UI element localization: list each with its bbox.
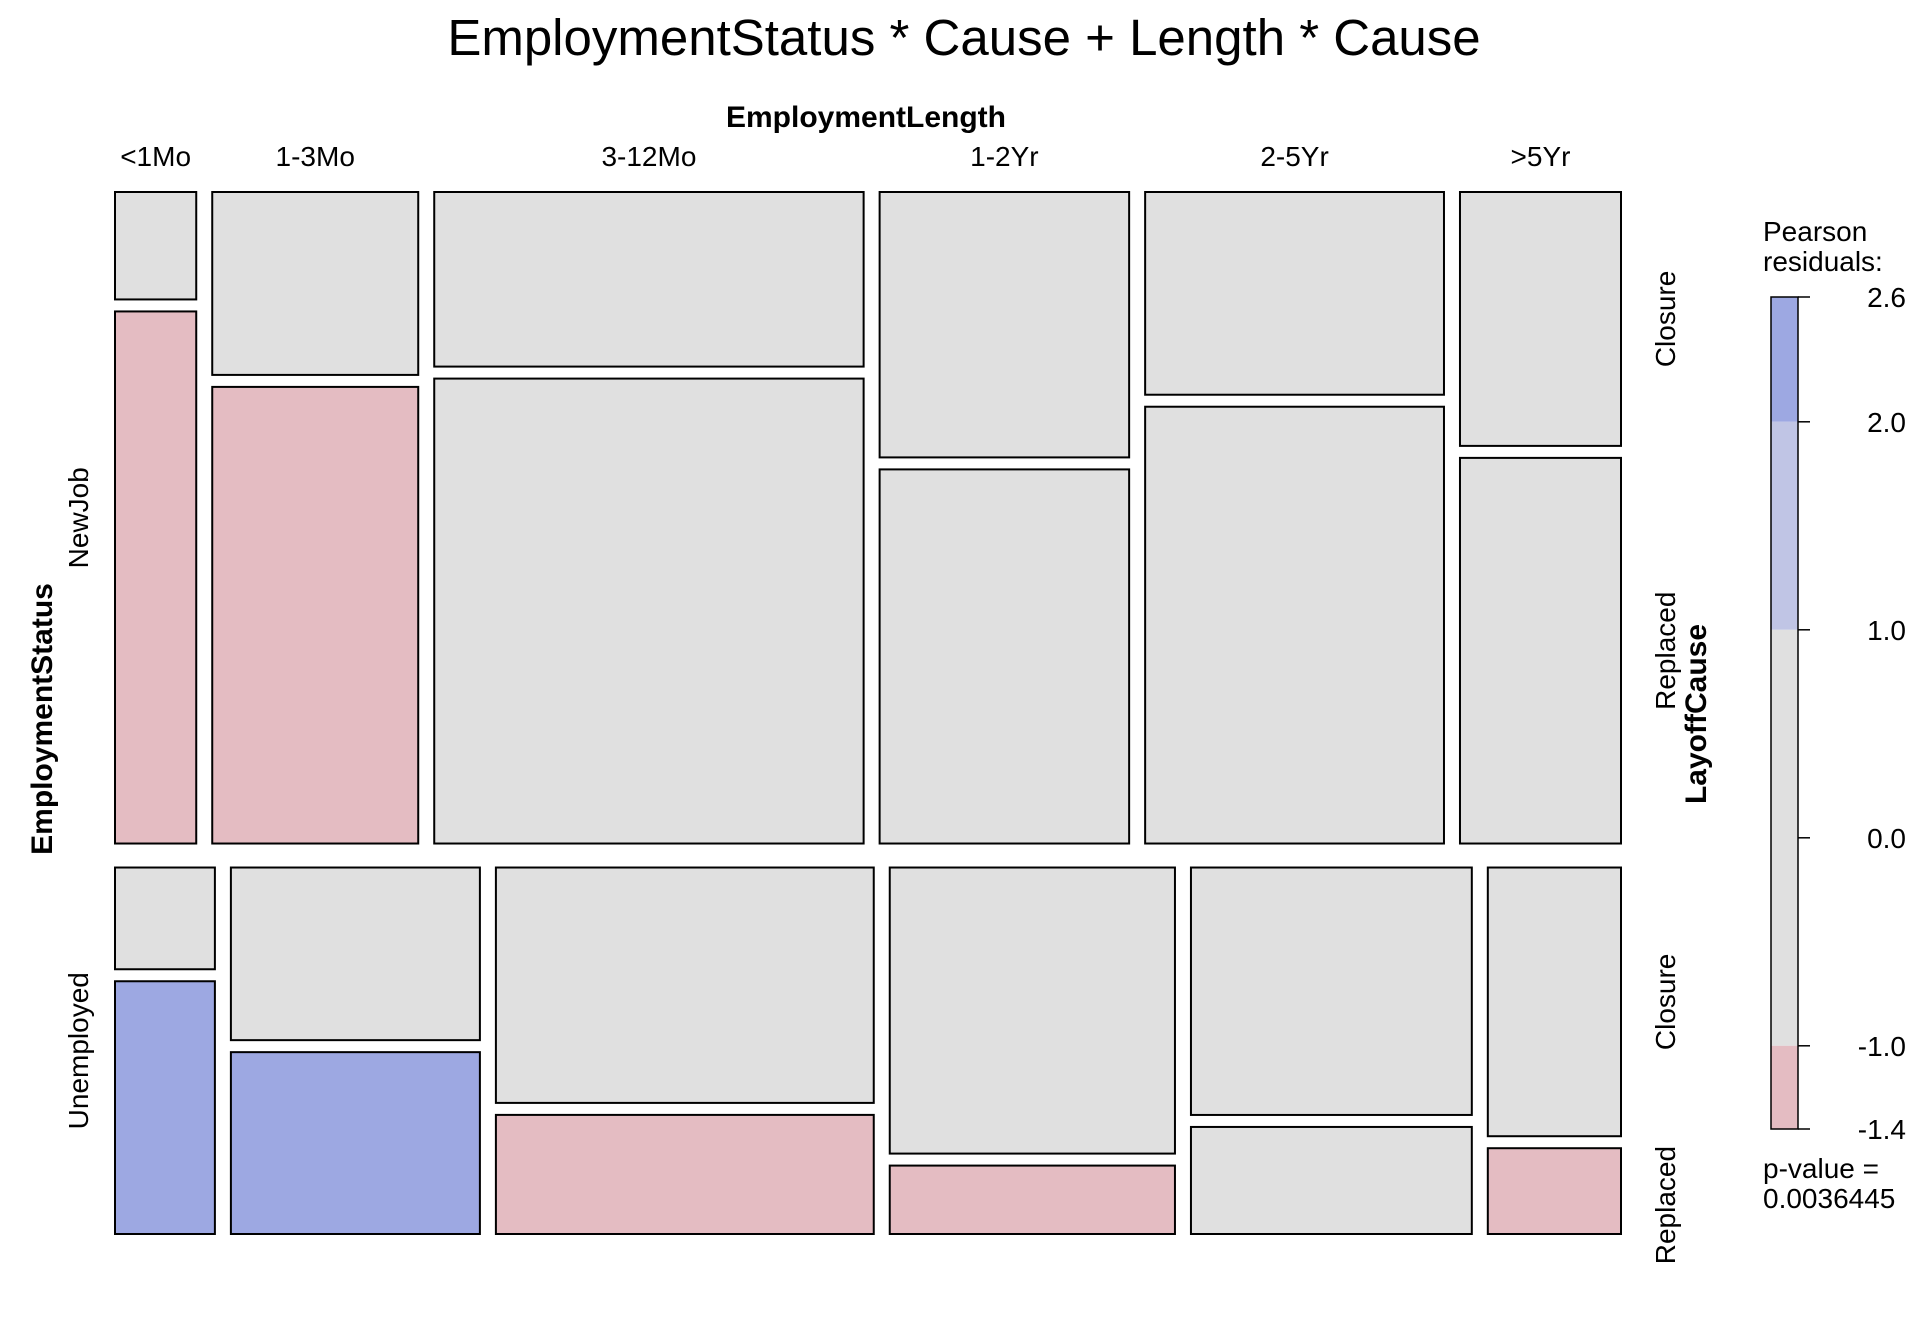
tile-newjob-3-12mo-replaced <box>433 377 865 845</box>
pvalue-line2: 0.0036445 <box>1763 1183 1895 1214</box>
tile-newjob-1mo-replaced <box>114 310 198 845</box>
column-variable-label: EmploymentLength <box>726 101 1006 134</box>
legend-tick-label: 2.6 <box>1867 282 1906 313</box>
column-label-3-12mo: 3-12Mo <box>601 141 696 172</box>
tile-unemployed-3-12mo-closure <box>494 866 875 1104</box>
column-label-1-2yr: 1-2Yr <box>970 141 1038 172</box>
row-label-newjob: NewJob <box>63 467 94 568</box>
residual-legend: Pearson residuals: 2.62.01.00.0-1.0-1.4 … <box>1763 216 1906 1214</box>
row-label-unemployed: Unemployed <box>63 972 94 1129</box>
column-label-2-5yr: 2-5Yr <box>1260 141 1328 172</box>
tile-unemployed-2-5yr-replaced <box>1189 1125 1473 1235</box>
tile-unemployed-1-3mo-replaced <box>229 1051 481 1235</box>
legend-band-4 <box>1771 1045 1798 1129</box>
row-level-labels: NewJob Unemployed <box>63 467 94 1129</box>
legend-tick-label: 2.0 <box>1867 407 1906 438</box>
tile-unemployed-1mo-closure <box>114 866 216 971</box>
tile-unemployed-1mo-replaced <box>114 980 216 1235</box>
column-label-1-3mo: 1-3Mo <box>276 141 355 172</box>
tile-unemployed-2-5yr-closure <box>1189 866 1473 1116</box>
tile-unemployed-5yr-closure <box>1486 866 1623 1138</box>
row-variable-label: EmploymentStatus <box>26 583 59 855</box>
legend-band-3 <box>1771 629 1798 1046</box>
legend-color-bands <box>1770 296 1799 1130</box>
tile-newjob-2-5yr-closure <box>1144 191 1445 396</box>
tile-unemployed-5yr-replaced <box>1486 1147 1623 1235</box>
mosaic-tiles <box>114 191 1623 1236</box>
legend-title-line2: residuals: <box>1763 246 1883 277</box>
split-label-unemployed-replaced: Replaced <box>1650 1146 1681 1264</box>
legend-tick-label: -1.4 <box>1858 1114 1906 1145</box>
tile-unemployed-1-3mo-closure <box>229 866 481 1042</box>
split-label-unemployed-closure: Closure <box>1650 954 1681 1050</box>
tile-newjob-3-12mo-closure <box>433 191 865 368</box>
legend-tick-label: -1.0 <box>1858 1031 1906 1062</box>
split-label-newjob-closure: Closure <box>1650 271 1681 367</box>
tile-newjob-1-2yr-replaced <box>878 468 1131 845</box>
legend-tick-label: 0.0 <box>1867 823 1906 854</box>
column-label-5yr: >5Yr <box>1511 141 1571 172</box>
tile-unemployed-1-2yr-replaced <box>888 1164 1176 1235</box>
legend-tick-label: 1.0 <box>1867 615 1906 646</box>
legend-title-line1: Pearson <box>1763 216 1867 247</box>
tile-newjob-1-3mo-closure <box>211 191 420 376</box>
tile-unemployed-3-12mo-replaced <box>494 1113 875 1236</box>
pvalue-line1: p-value = <box>1763 1153 1879 1184</box>
tile-newjob-1mo-closure <box>114 191 198 301</box>
tile-unemployed-1-2yr-closure <box>888 866 1176 1155</box>
chart-title: EmploymentStatus * Cause + Length * Caus… <box>447 9 1480 66</box>
split-label-newjob-replaced: Replaced <box>1650 592 1681 710</box>
tile-newjob-5yr-closure <box>1458 191 1622 447</box>
tile-newjob-1-2yr-closure <box>878 191 1131 459</box>
legend-band-1 <box>1771 297 1798 422</box>
tile-newjob-1-3mo-replaced <box>211 385 420 845</box>
legend-band-2 <box>1771 421 1798 630</box>
split-variable-label: LayoffCause <box>1680 624 1713 804</box>
tile-newjob-5yr-replaced <box>1458 456 1622 845</box>
legend-frame <box>1770 296 1799 1130</box>
column-level-labels: <1Mo 1-3Mo 3-12Mo 1-2Yr 2-5Yr >5Yr <box>120 141 1570 172</box>
column-label-1mo: <1Mo <box>120 141 191 172</box>
legend-ticks: 2.6 2.0 1.0 0.0 -1.0 -1.4 <box>1798 282 1906 1145</box>
split-level-labels: Closure Replaced Closure Replaced <box>1650 271 1681 1265</box>
tile-newjob-2-5yr-replaced <box>1144 405 1445 845</box>
